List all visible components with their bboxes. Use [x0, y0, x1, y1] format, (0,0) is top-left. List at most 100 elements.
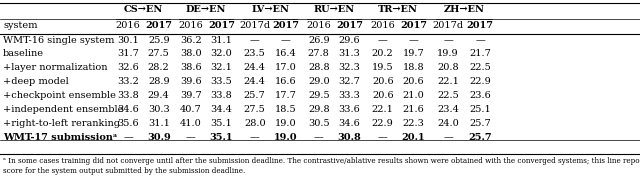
Text: +layer normalization: +layer normalization [3, 63, 108, 72]
Text: 21.7: 21.7 [469, 49, 491, 58]
Text: 35.1: 35.1 [210, 133, 233, 142]
Text: 33.5: 33.5 [211, 77, 232, 86]
Text: score for the system output submitted by the submission deadline.: score for the system output submitted by… [3, 167, 246, 175]
Text: 22.3: 22.3 [403, 119, 424, 128]
Text: 21.6: 21.6 [403, 105, 424, 114]
Text: 20.6: 20.6 [403, 77, 424, 86]
Text: 26.9: 26.9 [308, 36, 330, 45]
Text: 40.7: 40.7 [180, 105, 202, 114]
Text: 2016: 2016 [116, 21, 140, 30]
Text: 18.5: 18.5 [275, 105, 296, 114]
Text: 35.1: 35.1 [211, 119, 232, 128]
Text: +deep model: +deep model [3, 77, 69, 86]
Text: 28.8: 28.8 [308, 63, 330, 72]
Text: 20.8: 20.8 [437, 63, 459, 72]
Text: 33.2: 33.2 [117, 77, 139, 86]
Text: 27.5: 27.5 [148, 49, 170, 58]
Text: CS→EN: CS→EN [124, 5, 163, 14]
Text: 22.9: 22.9 [469, 77, 491, 86]
Text: 24.4: 24.4 [244, 77, 266, 86]
Text: +checkpoint ensemble: +checkpoint ensemble [3, 91, 116, 100]
Text: 20.1: 20.1 [402, 133, 425, 142]
Text: 25.7: 25.7 [244, 91, 266, 100]
Text: 35.6: 35.6 [117, 119, 139, 128]
Text: —: — [186, 133, 196, 142]
Text: 23.6: 23.6 [469, 91, 491, 100]
Text: 30.1: 30.1 [117, 36, 139, 45]
Text: 32.0: 32.0 [211, 49, 232, 58]
Text: +independent ensemble: +independent ensemble [3, 105, 124, 114]
Text: system: system [3, 21, 38, 30]
Text: 19.9: 19.9 [437, 49, 459, 58]
Text: 29.8: 29.8 [308, 105, 330, 114]
Text: WMT-17 submissionᵃ: WMT-17 submissionᵃ [3, 133, 118, 142]
Text: —: — [250, 36, 260, 45]
Text: 24.0: 24.0 [437, 119, 459, 128]
Text: 36.2: 36.2 [180, 36, 202, 45]
Text: —: — [408, 36, 419, 45]
Text: 30.5: 30.5 [308, 119, 330, 128]
Text: 31.3: 31.3 [339, 49, 360, 58]
Text: 16.6: 16.6 [275, 77, 296, 86]
Text: 24.4: 24.4 [244, 63, 266, 72]
Text: 19.0: 19.0 [275, 119, 296, 128]
Text: —: — [378, 133, 388, 142]
Text: 2017: 2017 [467, 21, 493, 30]
Text: LV→EN: LV→EN [251, 5, 289, 14]
Text: 25.9: 25.9 [148, 36, 170, 45]
Text: 2017: 2017 [145, 21, 172, 30]
Text: 29.6: 29.6 [339, 36, 360, 45]
Text: 25.7: 25.7 [468, 133, 492, 142]
Text: —: — [443, 133, 453, 142]
Text: 33.8: 33.8 [211, 91, 232, 100]
Text: —: — [378, 36, 388, 45]
Text: 20.2: 20.2 [372, 49, 394, 58]
Text: ᵃ In some cases training did not converge until after the submission deadline. T: ᵃ In some cases training did not converg… [3, 157, 640, 165]
Text: 31.1: 31.1 [148, 119, 170, 128]
Text: 32.6: 32.6 [117, 63, 139, 72]
Text: 32.1: 32.1 [211, 63, 232, 72]
Text: 33.3: 33.3 [339, 91, 360, 100]
Text: 30.9: 30.9 [147, 133, 171, 142]
Text: 17.7: 17.7 [275, 91, 296, 100]
Text: 2016: 2016 [307, 21, 331, 30]
Text: 18.8: 18.8 [403, 63, 424, 72]
Text: baseline: baseline [3, 49, 44, 58]
Text: 38.6: 38.6 [180, 63, 202, 72]
Text: 32.3: 32.3 [339, 63, 360, 72]
Text: 2017: 2017 [336, 21, 363, 30]
Text: —: — [250, 133, 260, 142]
Text: 31.7: 31.7 [117, 49, 139, 58]
Text: 19.0: 19.0 [274, 133, 297, 142]
Text: 33.8: 33.8 [117, 91, 139, 100]
Text: 2017: 2017 [400, 21, 427, 30]
Text: 30.8: 30.8 [337, 133, 362, 142]
Text: 2017: 2017 [272, 21, 299, 30]
Text: 29.4: 29.4 [148, 91, 170, 100]
Text: 28.0: 28.0 [244, 119, 266, 128]
Text: 38.0: 38.0 [180, 49, 202, 58]
Text: 2016: 2016 [179, 21, 203, 30]
Text: 27.8: 27.8 [308, 49, 330, 58]
Text: 29.5: 29.5 [308, 91, 330, 100]
Text: 19.7: 19.7 [403, 49, 424, 58]
Text: 25.1: 25.1 [469, 105, 491, 114]
Text: DE→EN: DE→EN [186, 5, 227, 14]
Text: ZH→EN: ZH→EN [444, 5, 484, 14]
Text: 20.6: 20.6 [372, 77, 394, 86]
Text: 22.9: 22.9 [372, 119, 394, 128]
Text: 22.1: 22.1 [372, 105, 394, 114]
Text: 32.7: 32.7 [339, 77, 360, 86]
Text: 23.4: 23.4 [437, 105, 459, 114]
Text: 25.7: 25.7 [469, 119, 491, 128]
Text: 2016: 2016 [371, 21, 395, 30]
Text: —: — [443, 36, 453, 45]
Text: RU→EN: RU→EN [314, 5, 355, 14]
Text: TR→EN: TR→EN [378, 5, 418, 14]
Text: 41.0: 41.0 [180, 119, 202, 128]
Text: 33.6: 33.6 [339, 105, 360, 114]
Text: —: — [280, 36, 291, 45]
Text: 23.5: 23.5 [244, 49, 266, 58]
Text: +right-to-left reranking: +right-to-left reranking [3, 119, 120, 128]
Text: 22.5: 22.5 [437, 91, 459, 100]
